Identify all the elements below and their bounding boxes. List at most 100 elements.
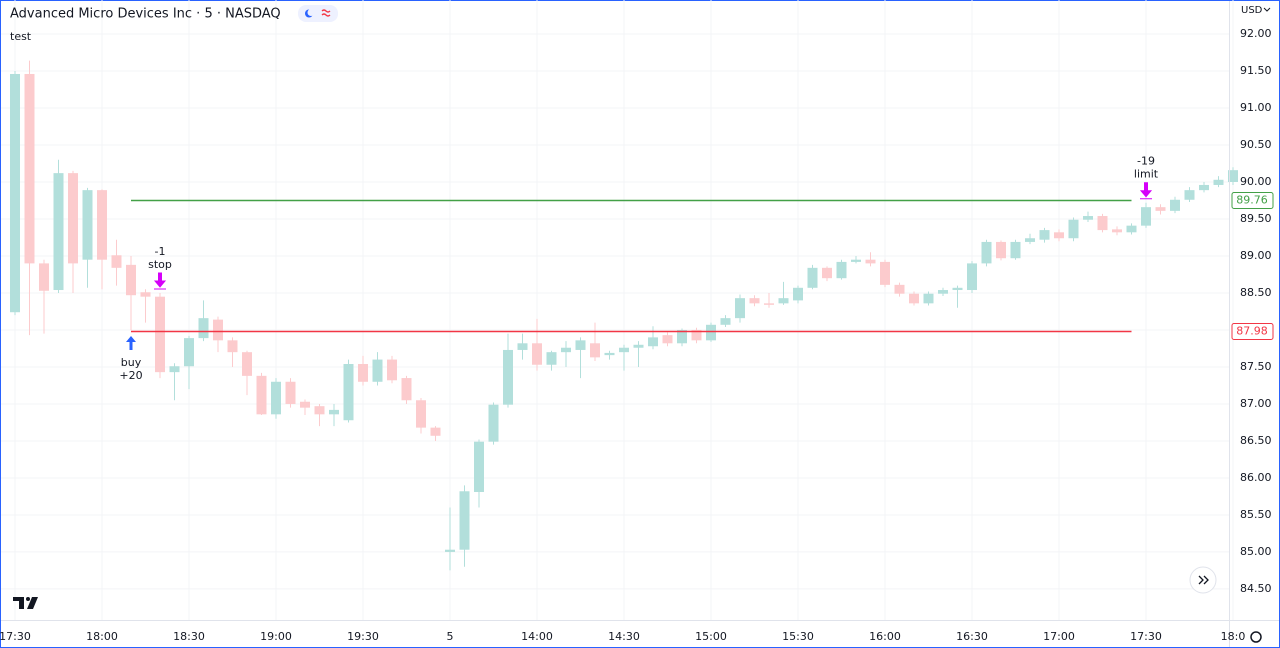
market-icon-cut: [307, 9, 315, 16]
y-tick-label: 89.50: [1240, 212, 1272, 225]
sell-arrow: [153, 272, 167, 290]
tv-logo: [13, 597, 38, 609]
candle-body: [1083, 216, 1093, 220]
candle-body: [749, 298, 760, 304]
candle-body: [1126, 225, 1137, 233]
delay-icon: [321, 9, 331, 17]
candle-body: [996, 241, 1006, 259]
status-pill[interactable]: [298, 5, 338, 22]
candle-body: [648, 337, 658, 347]
candle-body: [1155, 207, 1166, 211]
candle-body: [691, 329, 702, 341]
x-tick-label: 16:30: [956, 630, 988, 643]
candle-body: [865, 259, 876, 264]
x-tick-label: 19:00: [260, 630, 292, 643]
candle-body: [1068, 219, 1079, 239]
candle-body: [822, 267, 832, 279]
candle-body: [372, 359, 383, 382]
candle-body: [532, 343, 542, 365]
y-tick-label: 85.00: [1240, 545, 1272, 558]
y-tick-label: 91.00: [1240, 101, 1272, 114]
y-tick-label: 85.50: [1240, 508, 1272, 521]
price-label: 87.98: [1236, 325, 1268, 338]
buy-arrow: [126, 335, 136, 350]
y-tick-label: 88.50: [1240, 286, 1272, 299]
candle-body: [1141, 207, 1151, 226]
candle-body: [1170, 199, 1180, 211]
annotation-text: buy: [121, 356, 142, 369]
candle-body: [793, 287, 803, 301]
candle-body: [82, 190, 93, 260]
candle-body: [169, 366, 180, 373]
candle-body: [807, 267, 818, 288]
settings-button[interactable]: [1250, 631, 1262, 643]
candle-body: [561, 347, 571, 353]
candle-body: [111, 255, 122, 268]
candle-body: [285, 381, 296, 404]
annotation-text: -19: [1137, 155, 1155, 168]
y-tick-label: 87.00: [1240, 397, 1272, 410]
candle-body: [778, 298, 789, 304]
y-tick-label: 86.50: [1240, 434, 1272, 447]
candle-body: [677, 329, 687, 344]
x-tick-label: 14:00: [521, 630, 553, 643]
symbol-title: Advanced Micro Devices Inc · 5 · NASDAQ: [10, 7, 281, 22]
x-tick-label: 16:00: [869, 630, 901, 643]
candle-body: [184, 338, 194, 367]
candle-body: [604, 352, 615, 356]
candle-body: [938, 290, 948, 294]
candle-body: [445, 549, 455, 552]
candle-body: [416, 400, 426, 428]
candle-body: [126, 264, 136, 296]
candle-body: [735, 298, 745, 319]
candle-body: [981, 241, 992, 264]
candle-body: [329, 409, 339, 415]
y-tick-label: 92.00: [1240, 27, 1272, 40]
y-tick-label: 90.50: [1240, 138, 1272, 151]
x-tick-label: 17:00: [1043, 630, 1075, 643]
candle-body: [39, 263, 49, 291]
candle-body: [836, 261, 847, 279]
candle-body: [1228, 170, 1238, 183]
x-tick-label: 18:0: [1221, 630, 1246, 643]
x-tick-label: 15:30: [782, 630, 814, 643]
candle-body: [1054, 232, 1064, 239]
candle-body: [227, 340, 238, 353]
x-tick-label: 5: [447, 630, 454, 643]
currency[interactable]: USD: [1241, 5, 1263, 16]
candle-body: [1025, 238, 1035, 242]
annotation-text: +20: [119, 369, 142, 382]
y-tick-label: 90.00: [1240, 175, 1272, 188]
price-label: 89.76: [1236, 194, 1268, 207]
candle-body: [10, 73, 20, 313]
candle-body: [271, 381, 281, 415]
candle-body: [155, 296, 165, 373]
candle-body: [880, 261, 890, 285]
logo-shape: [13, 597, 38, 609]
candle-body: [343, 364, 354, 421]
x-tick-label: 18:00: [86, 630, 118, 643]
y-tick-label: 91.50: [1240, 64, 1272, 77]
currency-caret: [1263, 7, 1271, 12]
candle-body: [923, 293, 934, 304]
candle-body: [894, 284, 905, 294]
candle-body: [68, 173, 78, 264]
candle-body: [851, 259, 861, 262]
x-tick-label: 18:30: [173, 630, 205, 643]
annotation-text: stop: [148, 258, 172, 271]
x-tick-label: 19:30: [347, 630, 379, 643]
candle-body: [1097, 216, 1108, 231]
candle-body: [1010, 241, 1021, 259]
candle-body: [1213, 179, 1224, 185]
candle-body: [590, 343, 600, 358]
x-tick-label: 14:30: [608, 630, 640, 643]
candle-body: [140, 292, 151, 297]
x-tick-label: 17:30: [1130, 630, 1162, 643]
logo-dot: [26, 597, 30, 601]
candle-body: [97, 190, 107, 260]
candle-body: [546, 352, 557, 365]
x-tick-label: 17:30: [0, 630, 31, 643]
scroll-icon: [1198, 575, 1209, 585]
candle-body: [459, 491, 470, 550]
